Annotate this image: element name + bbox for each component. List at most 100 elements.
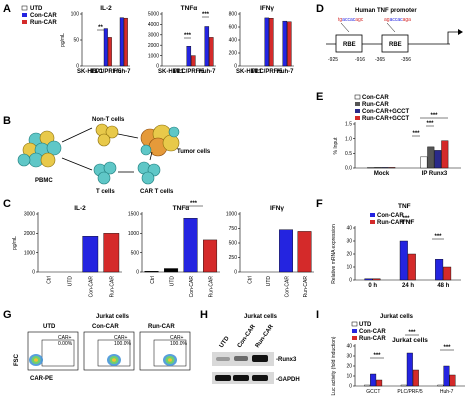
- flow-g: Jurkat cells UTD Con-CAR Run-CAR CAR+0.0…: [14, 314, 191, 382]
- f-title: TNF: [398, 203, 411, 210]
- x-tick-label: PLC/PRF/5: [252, 69, 283, 75]
- chart-i-luc: Jurkat cells 0 10 20 30 40 Luc activity (fold …: [331, 330, 465, 395]
- legend-e-label-3: Run-CAR+GCCT: [362, 116, 409, 122]
- legend-i-label-2: Run-CAR: [359, 336, 386, 342]
- promoter-title: Human TNF promoter: [355, 8, 417, 14]
- bar: [264, 17, 270, 67]
- seq-connector-1: [340, 22, 350, 33]
- y-axis-label: Luc activity (fold induction): [331, 336, 337, 395]
- x-tick-label: Con-CAR: [189, 276, 195, 298]
- chart-c-il2: IL-2 0 1000 2000 3000 pg/mL Ctrl UTD Con-CAR Run-…: [12, 205, 122, 297]
- x-tick-label: SK-HEP1: [158, 69, 185, 75]
- bar: [204, 26, 210, 67]
- flow-population-core: [168, 358, 172, 362]
- y-tick-label: 0.0: [345, 166, 352, 172]
- pos-916: -916: [355, 57, 365, 63]
- x-tick-label: Huh-7: [277, 69, 295, 75]
- legend-swatch-con: [22, 13, 27, 17]
- chart-title: IFNγ: [270, 205, 284, 212]
- x-tick-label: Ctrl: [150, 276, 156, 284]
- flow-gate-name: CAR+: [170, 335, 184, 341]
- sig-label: ***: [430, 113, 438, 119]
- label-tcells: T cells: [96, 189, 115, 195]
- arrow-cart-to-tumor: [149, 151, 153, 161]
- chart-title: Jurkat cells: [392, 337, 428, 344]
- x-tick-label: Ctrl: [47, 276, 53, 284]
- tss-arrow: [447, 31, 460, 44]
- band-runx3-run: [252, 355, 268, 362]
- g-ylabel: FSC: [14, 353, 20, 366]
- x-tick-label: Mock: [374, 171, 390, 177]
- bar: [374, 167, 382, 169]
- x-tick-label: Ctrl: [247, 276, 253, 284]
- legend-e-swatch-0: [354, 94, 361, 100]
- y-tick-label: 40: [346, 226, 352, 232]
- bar: [282, 20, 288, 67]
- y-tick-label: 1.0: [345, 136, 352, 142]
- legend-i-swatch-0: [351, 321, 358, 327]
- y-tick-label: 0: [136, 270, 139, 276]
- legend-label-con: Con-CAR: [30, 13, 57, 19]
- x-tick-label: Con-CAR: [89, 276, 95, 298]
- sig-label: ***: [402, 216, 410, 222]
- t-cells: [93, 161, 117, 185]
- x-tick-label: PLC/PRF/5: [91, 69, 122, 75]
- bar: [191, 55, 196, 67]
- sig-label: ***: [184, 33, 192, 39]
- promoter-d: Human TNF promoter tgaccacagc agaccacaga…: [326, 8, 463, 63]
- rbe-box-1: [335, 34, 363, 53]
- flow-population-core: [34, 358, 38, 362]
- legend-i: UTD Con-CAR Run-CAR: [351, 321, 386, 342]
- bar: [103, 233, 120, 273]
- chart-title: IL-2: [100, 5, 112, 12]
- rbe-seq-1: tgaccacagc: [338, 17, 364, 23]
- y-tick-label: 30: [346, 354, 352, 360]
- bar: [297, 231, 312, 273]
- y-tick-label: 20: [346, 252, 352, 258]
- bar: [420, 156, 428, 169]
- bar: [370, 373, 377, 387]
- rbe-seq-2: agaccacaga: [384, 17, 411, 23]
- bar: [119, 17, 124, 67]
- h-band-runx3: -Runx3: [276, 357, 297, 363]
- chart-a-tnf: TNFα 0 1000 2000 3000 4000 5000 SK-HEP1PLC/PRF/…: [148, 5, 216, 75]
- y-tick-label: 0: [234, 64, 237, 70]
- band-gapdh-con: [233, 375, 249, 381]
- y-tick-label: 3000: [148, 33, 159, 39]
- legend-swatch-run: [22, 20, 27, 24]
- h-lane-utd: UTD: [219, 335, 231, 349]
- flow-gate: [41, 339, 75, 367]
- x-tick-label: Con-CAR: [284, 276, 290, 298]
- y-tick-label: 500: [229, 241, 238, 247]
- y-tick-label: 1000: [148, 53, 159, 59]
- sig-label: ***: [443, 345, 451, 351]
- arrow-to-nont: [61, 127, 93, 143]
- panel-label-h: H: [200, 309, 208, 321]
- flow-gate-pct: 100.0%: [114, 341, 132, 347]
- x-tick-label: UTD: [169, 276, 175, 287]
- sig-label: ***: [408, 330, 416, 336]
- legend-a: UTD Con-CAR Run-CAR: [21, 5, 57, 26]
- panel-label-a: A: [3, 3, 11, 15]
- panel-label-e: E: [316, 91, 323, 103]
- x-tick-label: IP Runx3: [422, 171, 448, 177]
- rbe-box-2-label: RBE: [389, 42, 402, 48]
- y-tick-label: 0: [349, 278, 352, 284]
- legend-e-swatch-1: [355, 102, 360, 106]
- y-tick-label: 5000: [148, 12, 159, 18]
- legend-e-swatch-2: [355, 109, 360, 113]
- y-tick-label: 0: [349, 384, 352, 390]
- x-tick-label: 24 h: [402, 283, 414, 289]
- tss-arrowhead: [458, 29, 463, 35]
- bar: [427, 146, 435, 169]
- legend-f-swatch-0: [370, 213, 375, 217]
- g-col-con: Con-CAR: [92, 324, 119, 330]
- legend-e-label-1: Run-CAR: [362, 102, 389, 108]
- rbe-box-1-label: RBE: [343, 42, 356, 48]
- legend-f: Con-CAR Run-CAR: [370, 213, 404, 226]
- bar: [107, 37, 112, 67]
- sig-label: ***: [426, 121, 434, 127]
- g-xlabel: CAR-PE: [30, 376, 53, 382]
